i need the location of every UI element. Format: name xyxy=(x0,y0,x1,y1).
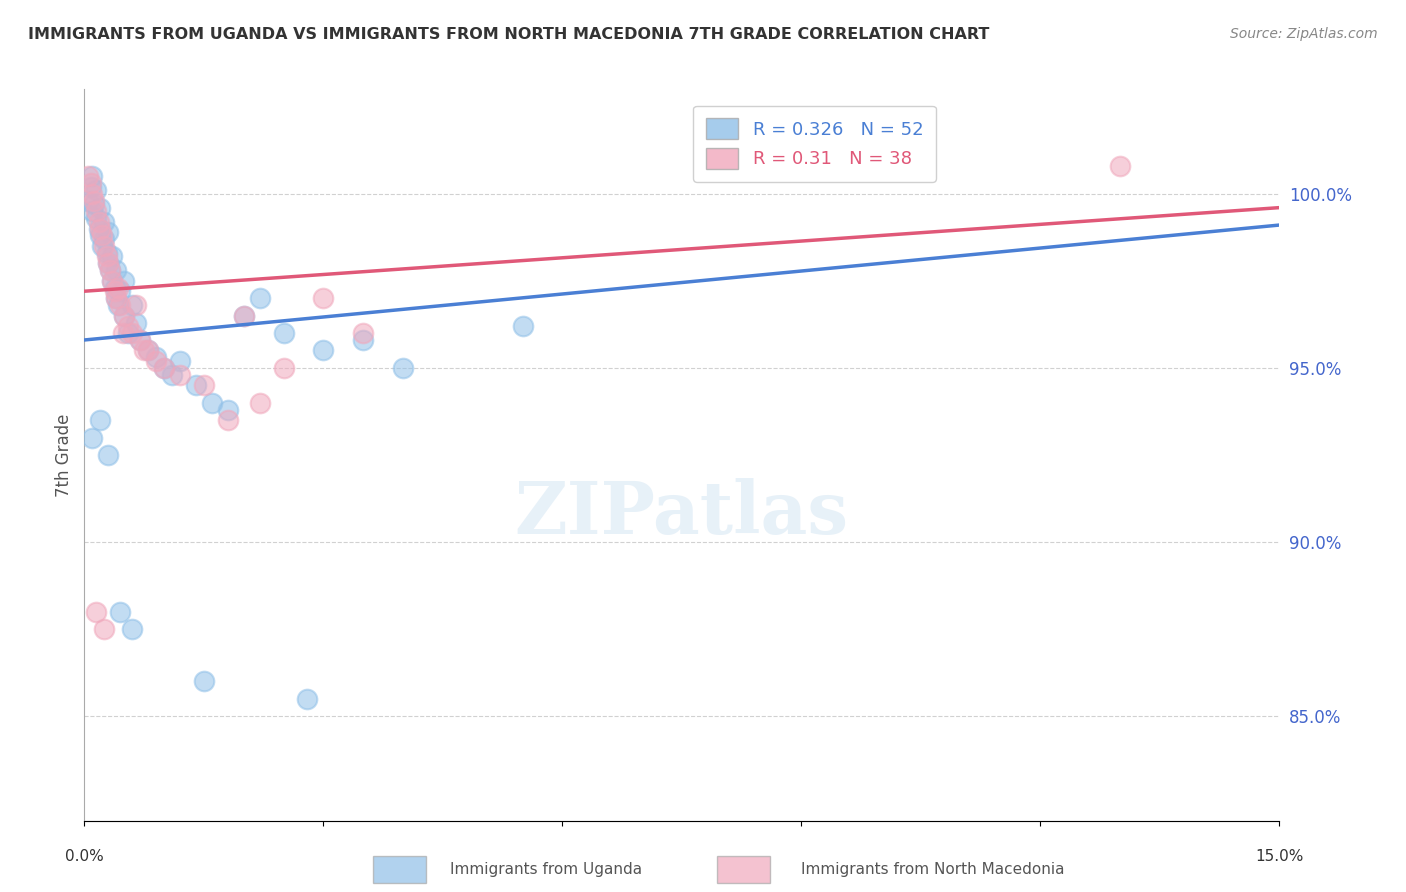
Point xyxy=(98,263,121,277)
Point xyxy=(232,309,254,323)
Point xyxy=(93,214,115,228)
Point xyxy=(86,605,108,619)
Point xyxy=(273,360,295,375)
Point xyxy=(80,176,103,190)
Point xyxy=(217,413,239,427)
Point xyxy=(105,291,128,305)
Point xyxy=(169,354,191,368)
Point xyxy=(86,183,108,197)
Text: Source: ZipAtlas.com: Source: ZipAtlas.com xyxy=(1230,27,1378,41)
Point xyxy=(107,281,129,295)
Point xyxy=(93,232,115,246)
Point xyxy=(110,298,132,312)
Point xyxy=(96,246,118,260)
Point xyxy=(232,309,254,323)
Point xyxy=(107,298,129,312)
Point xyxy=(104,281,127,295)
Text: ZIPatlas: ZIPatlas xyxy=(515,478,849,549)
Point xyxy=(273,326,295,340)
Point xyxy=(87,214,110,228)
Point xyxy=(110,605,132,619)
Point xyxy=(129,333,152,347)
Point xyxy=(184,378,207,392)
Point xyxy=(86,211,108,225)
Point xyxy=(89,201,111,215)
Point xyxy=(392,360,415,375)
Point xyxy=(312,291,335,305)
Point xyxy=(112,309,135,323)
Point xyxy=(160,368,183,382)
Point xyxy=(110,284,132,298)
Point xyxy=(89,228,111,243)
Point xyxy=(512,319,534,334)
Point xyxy=(82,204,104,219)
Text: 0.0%: 0.0% xyxy=(65,848,104,863)
Point xyxy=(105,263,128,277)
Point xyxy=(352,326,374,340)
Point xyxy=(82,186,104,201)
Point xyxy=(312,343,335,358)
Point xyxy=(117,319,139,334)
Point xyxy=(193,674,215,689)
Point xyxy=(117,326,139,340)
Point xyxy=(153,360,176,375)
Point xyxy=(169,368,191,382)
Point xyxy=(96,249,118,263)
Point xyxy=(136,343,159,358)
Point xyxy=(101,249,124,263)
Point xyxy=(101,274,124,288)
Point xyxy=(193,378,215,392)
Point xyxy=(129,333,152,347)
Point xyxy=(249,291,271,305)
Point xyxy=(77,169,100,184)
Point xyxy=(89,413,111,427)
Point xyxy=(89,221,111,235)
Point xyxy=(90,228,112,243)
Point xyxy=(93,622,115,636)
Text: Immigrants from Uganda: Immigrants from Uganda xyxy=(450,863,643,877)
Point xyxy=(125,316,148,330)
Point xyxy=(105,291,128,305)
Point xyxy=(125,298,148,312)
Point xyxy=(121,298,143,312)
Point xyxy=(82,169,104,184)
Point xyxy=(112,309,135,323)
Point xyxy=(112,274,135,288)
Point xyxy=(121,326,143,340)
Point xyxy=(87,221,110,235)
Point xyxy=(297,691,319,706)
Point xyxy=(86,204,108,219)
Point xyxy=(104,284,127,298)
Point xyxy=(83,194,105,208)
Point xyxy=(249,395,271,409)
Point xyxy=(83,197,105,211)
Point xyxy=(77,194,100,208)
Text: 15.0%: 15.0% xyxy=(1256,848,1303,863)
Point xyxy=(352,333,374,347)
Point xyxy=(145,351,167,365)
Point xyxy=(90,239,112,253)
Point xyxy=(80,179,103,194)
Point xyxy=(97,256,120,270)
Text: IMMIGRANTS FROM UGANDA VS IMMIGRANTS FROM NORTH MACEDONIA 7TH GRADE CORRELATION : IMMIGRANTS FROM UGANDA VS IMMIGRANTS FRO… xyxy=(28,27,990,42)
Point xyxy=(97,225,120,239)
Point xyxy=(201,395,224,409)
Point xyxy=(98,263,121,277)
Point xyxy=(153,360,176,375)
Point xyxy=(101,274,124,288)
Point xyxy=(121,622,143,636)
Point xyxy=(132,343,156,358)
Text: Immigrants from North Macedonia: Immigrants from North Macedonia xyxy=(801,863,1064,877)
Legend: R = 0.326   N = 52, R = 0.31   N = 38: R = 0.326 N = 52, R = 0.31 N = 38 xyxy=(693,105,936,182)
Y-axis label: 7th Grade: 7th Grade xyxy=(55,413,73,497)
Point xyxy=(136,343,159,358)
Point xyxy=(97,448,120,462)
Point xyxy=(93,239,115,253)
Point xyxy=(217,402,239,417)
Point xyxy=(82,430,104,444)
Point xyxy=(97,256,120,270)
Point xyxy=(1109,159,1132,173)
Point xyxy=(111,326,134,340)
Point xyxy=(145,354,167,368)
